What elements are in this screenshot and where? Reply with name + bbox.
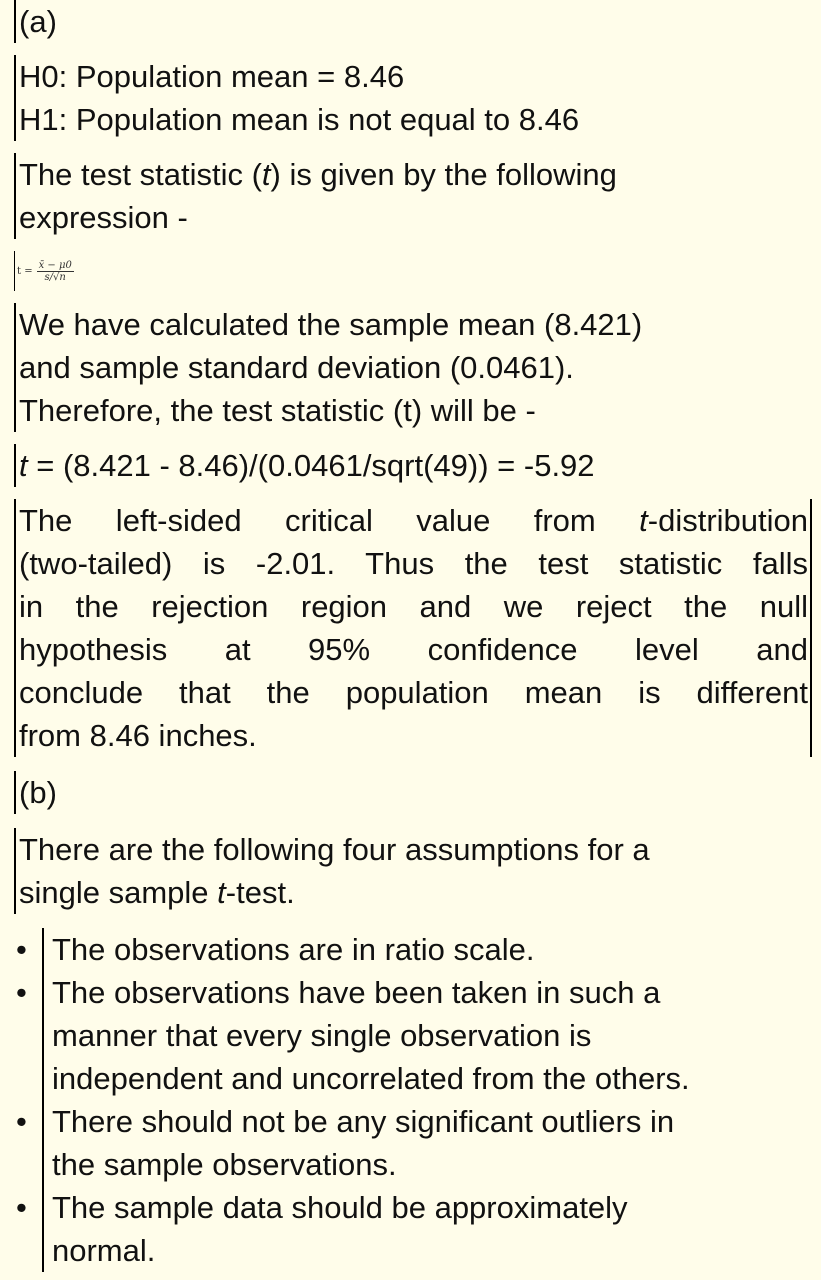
text-segment: ) is given by the following	[270, 157, 617, 192]
conclusion: The left-sided critical value from t-dis…	[14, 499, 812, 757]
text-line: The test statistic (t) is given by the f…	[19, 153, 821, 196]
part-a-label: (a)	[14, 0, 821, 43]
text-line: The observations have been taken in such…	[52, 975, 661, 1010]
text-line: H1: Population mean is not equal to 8.46	[19, 102, 580, 137]
text-line: Therefore, the test statistic (t) will b…	[19, 393, 536, 428]
part-b-intro: There are the following four assumptions…	[14, 828, 821, 914]
formula: t = x̄ − μ0 s/√n	[14, 251, 821, 291]
assumption-item: The sample data should be approximately n…	[16, 1186, 821, 1272]
assumption-item: The observations are in ratio scale.	[16, 928, 821, 971]
part-b-label: (b)	[14, 771, 821, 814]
text-segment: The test statistic (	[19, 157, 262, 192]
text-segment: -test.	[225, 875, 295, 910]
text-line: (two-tailed) is -2.01. Thus the test sta…	[19, 546, 808, 581]
text-line: H0: Population mean = 8.46	[19, 59, 405, 94]
text-line: expression -	[19, 200, 188, 235]
text-line: There are the following four assumptions…	[19, 832, 650, 867]
text-line: in the rejection region and we reject th…	[19, 589, 808, 624]
text-line: The left-sided critical value from t-dis…	[19, 499, 808, 542]
statistic-intro: The test statistic (t) is given by the f…	[14, 153, 821, 239]
formula-lhs: t =	[17, 265, 33, 277]
text-segment: t	[217, 875, 226, 910]
text-segment: = (8.421 - 8.46)/(0.0461/sqrt(49)) = -5.…	[27, 448, 595, 483]
text-line: The observations are in ratio scale.	[52, 932, 535, 967]
assumption-item: There should not be any significant outl…	[16, 1100, 821, 1186]
assumption-item: The observations have been taken in such…	[16, 971, 821, 1100]
text-line: from 8.46 inches.	[19, 718, 257, 753]
formula-numerator: x̄ − μ0	[36, 259, 74, 272]
text-line: manner that every single observation is	[52, 1018, 592, 1053]
text-line: the sample observations.	[52, 1147, 397, 1182]
t-value: t = (8.421 - 8.46)/(0.0461/sqrt(49)) = -…	[14, 444, 821, 487]
calculation: We have calculated the sample mean (8.42…	[14, 303, 821, 432]
text-line: independent and uncorrelated from the ot…	[52, 1061, 690, 1096]
text-segment: t	[19, 448, 28, 483]
formula-denominator: s/√n	[44, 271, 66, 283]
text-line: The sample data should be approximately	[52, 1190, 628, 1225]
text-line: single sample t-test.	[19, 871, 821, 914]
text-line: and sample standard deviation (0.0461).	[19, 350, 574, 385]
text-line: normal.	[52, 1233, 156, 1268]
text-segment: -distribution	[647, 503, 808, 538]
text-line: There should not be any significant outl…	[52, 1104, 675, 1139]
text-segment: t	[261, 157, 271, 192]
text-segment: single sample	[19, 875, 218, 910]
formula-fraction: x̄ − μ0 s/√n	[36, 259, 74, 283]
text-line: t = (8.421 - 8.46)/(0.0461/sqrt(49)) = -…	[19, 444, 821, 487]
text-line: hypothesis at 95% confidence level and	[19, 632, 808, 667]
assumptions: The observations are in ratio scale. The …	[0, 928, 821, 1272]
hypotheses: H0: Population mean = 8.46 H1: Population…	[14, 55, 821, 141]
text-segment: The left-sided critical value from	[19, 503, 640, 538]
text-segment: t	[639, 503, 648, 538]
text-line: conclude that the population mean is dif…	[19, 675, 808, 710]
text-line: We have calculated the sample mean (8.42…	[19, 307, 643, 342]
